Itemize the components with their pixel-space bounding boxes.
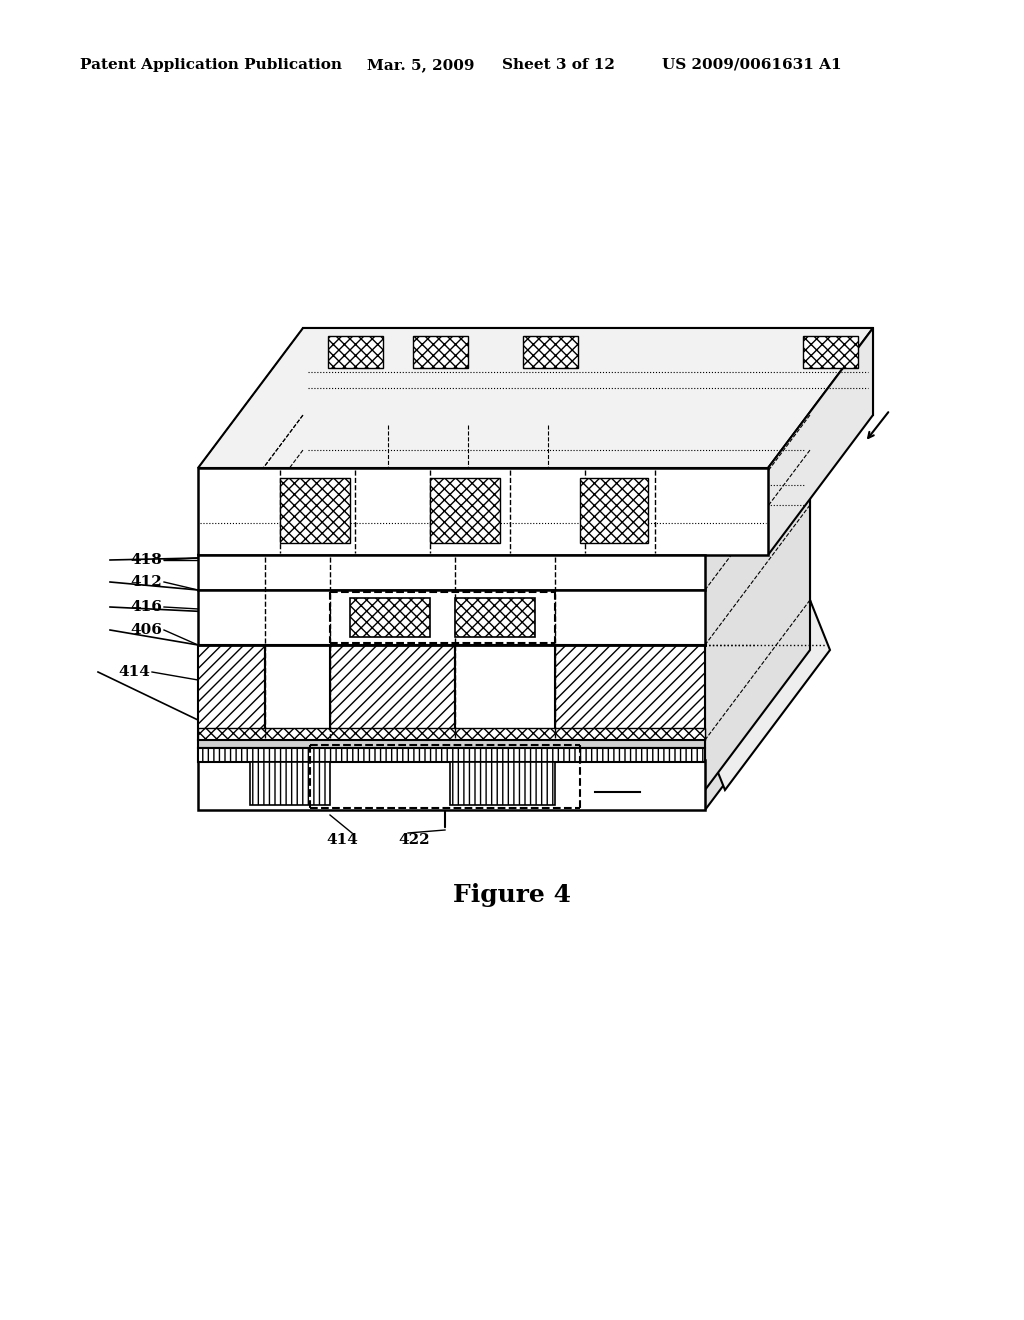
Polygon shape (198, 327, 873, 469)
Polygon shape (198, 554, 705, 590)
Polygon shape (303, 414, 810, 649)
Polygon shape (350, 598, 430, 638)
Text: Mar. 5, 2009: Mar. 5, 2009 (367, 58, 474, 73)
Polygon shape (198, 645, 265, 741)
Polygon shape (768, 327, 873, 554)
Polygon shape (413, 337, 468, 368)
Polygon shape (455, 645, 555, 741)
Polygon shape (198, 469, 768, 554)
Polygon shape (198, 741, 705, 748)
Polygon shape (328, 337, 383, 368)
Text: 404: 404 (595, 777, 627, 792)
Polygon shape (198, 748, 705, 762)
Text: 418: 418 (130, 553, 162, 568)
Polygon shape (198, 414, 810, 554)
Text: 414: 414 (118, 665, 150, 678)
Polygon shape (280, 478, 350, 543)
Polygon shape (450, 762, 555, 805)
Text: 402: 402 (462, 445, 494, 459)
Polygon shape (705, 601, 810, 810)
Text: 406: 406 (130, 623, 162, 638)
Polygon shape (430, 478, 500, 543)
Text: 412: 412 (130, 576, 162, 589)
Polygon shape (198, 729, 705, 741)
Polygon shape (523, 337, 578, 368)
Polygon shape (580, 478, 648, 543)
Text: 410: 410 (574, 445, 606, 459)
Text: Sheet 3 of 12: Sheet 3 of 12 (502, 58, 614, 73)
Text: 400: 400 (645, 389, 680, 407)
Polygon shape (265, 645, 330, 741)
Polygon shape (330, 645, 455, 741)
Text: Figure 4: Figure 4 (453, 883, 571, 907)
Text: 414: 414 (326, 833, 358, 847)
Polygon shape (303, 327, 873, 414)
Polygon shape (303, 601, 810, 671)
Polygon shape (250, 762, 330, 805)
Text: 416: 416 (130, 601, 162, 614)
Polygon shape (198, 590, 705, 645)
Text: 420: 420 (344, 445, 376, 459)
Polygon shape (803, 337, 858, 368)
Polygon shape (705, 601, 830, 789)
Polygon shape (198, 760, 705, 810)
Polygon shape (705, 414, 810, 789)
Text: Patent Application Publication: Patent Application Publication (80, 58, 342, 73)
Polygon shape (455, 598, 535, 638)
Polygon shape (555, 645, 705, 741)
Text: 408: 408 (286, 445, 317, 459)
Polygon shape (198, 601, 810, 741)
Text: 422: 422 (398, 833, 430, 847)
Text: US 2009/0061631 A1: US 2009/0061631 A1 (662, 58, 842, 73)
